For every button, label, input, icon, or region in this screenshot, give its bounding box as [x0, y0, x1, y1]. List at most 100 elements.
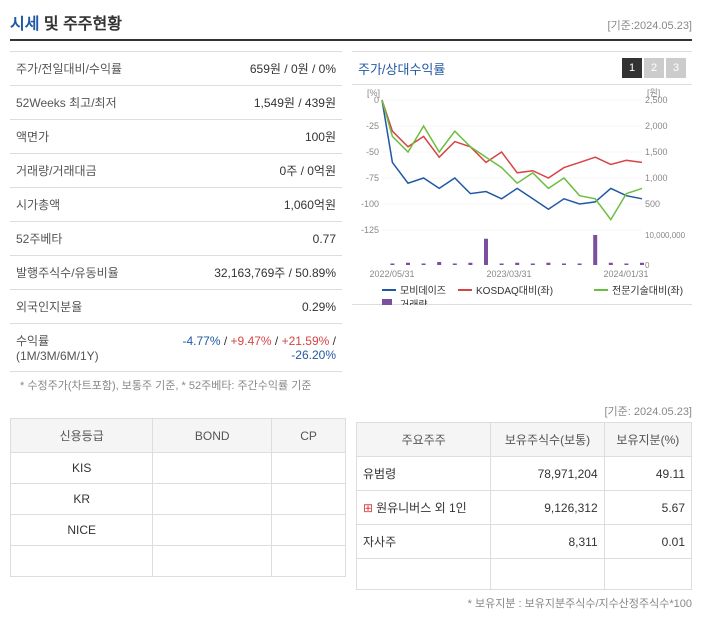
stat-label: 외국인지분율: [10, 290, 139, 324]
svg-text:[%]: [%]: [367, 88, 380, 98]
chart-area: 0-25-50-75-100-1252,5002,0001,5001,00050…: [352, 85, 692, 305]
shareholders-table: 주요주주보유주식수(보통)보유지분(%) 유범령78,971,20449.11⊞…: [356, 422, 692, 590]
credit-header: 신용등급: [11, 419, 153, 453]
credit-header: CP: [272, 419, 346, 453]
stat-value: 0주 / 0억원: [139, 154, 342, 188]
svg-text:KOSDAQ대비(좌): KOSDAQ대비(좌): [476, 285, 553, 297]
svg-text:전문기술대비(좌): 전문기술대비(좌): [612, 285, 683, 297]
credit-panel: 신용등급BONDCP KISKRNICE: [10, 403, 346, 611]
credit-header: BOND: [153, 419, 272, 453]
chart-header: 주가/상대수익률 1 2 3: [352, 51, 692, 85]
shareholder-header: 보유지분(%): [604, 423, 691, 457]
shareholder-shares: 8,311: [491, 525, 604, 559]
svg-text:2024/01/31: 2024/01/31: [603, 269, 648, 279]
chart-tabs: 1 2 3: [622, 58, 686, 78]
svg-text:1,000: 1,000: [645, 173, 668, 183]
stats-row: 액면가100원: [10, 120, 342, 154]
chart-panel: 주가/상대수익률 1 2 3 0-25-50-75-100-1252,5002,…: [352, 51, 692, 393]
stats-row: 52주베타0.77: [10, 222, 342, 256]
stat-label: 52Weeks 최고/최저: [10, 86, 139, 120]
shareholder-pct: 5.67: [604, 491, 691, 525]
shareholder-shares: 78,971,204: [491, 457, 604, 491]
stats-panel: 주가/전일대비/수익률659원 / 0원 / 0%52Weeks 최고/최저1,…: [10, 51, 342, 393]
credit-cell: [272, 515, 346, 546]
credit-cell: KR: [11, 484, 153, 515]
svg-text:500: 500: [645, 199, 660, 209]
expand-icon[interactable]: ⊞: [363, 501, 373, 515]
shareholder-header: 보유주식수(보통): [491, 423, 604, 457]
shareholder-name: 자사주: [357, 525, 491, 559]
stat-label: 액면가: [10, 120, 139, 154]
page-title: 시세 및 주주현황: [10, 10, 122, 34]
stat-label: 거래량/거래대금: [10, 154, 139, 188]
stat-value: 0.77: [139, 222, 342, 256]
stat-value: 0.29%: [139, 290, 342, 324]
credit-row: KIS: [11, 453, 346, 484]
shareholder-row: 유범령78,971,20449.11: [357, 457, 692, 491]
shareholders-date: [기준: 2024.05.23]: [356, 403, 692, 419]
stat-value: 100원: [139, 120, 342, 154]
svg-text:10,000,000: 10,000,000: [645, 231, 686, 240]
svg-text:거래량: 거래량: [400, 299, 428, 305]
credit-table: 신용등급BONDCP KISKRNICE: [10, 418, 346, 577]
credit-cell: [153, 453, 272, 484]
credit-cell: KIS: [11, 453, 153, 484]
stat-label: 52주베타: [10, 222, 139, 256]
stat-label: 시가총액: [10, 188, 139, 222]
shareholder-name: 유범령: [357, 457, 491, 491]
tab-3[interactable]: 3: [666, 58, 686, 78]
stats-row: 주가/전일대비/수익률659원 / 0원 / 0%: [10, 52, 342, 86]
stats-row: 발행주식수/유동비율32,163,769주 / 50.89%: [10, 256, 342, 290]
title-rest: 및 주주현황: [44, 16, 122, 33]
chart-svg: 0-25-50-75-100-1252,5002,0001,5001,00050…: [352, 85, 692, 305]
svg-text:모비데이즈: 모비데이즈: [400, 285, 446, 297]
stat-label: 발행주식수/유동비율: [10, 256, 139, 290]
shareholder-row: ⊞원유니버스 외 1인9,126,3125.67: [357, 491, 692, 525]
stats-row: 외국인지분율0.29%: [10, 290, 342, 324]
credit-cell: [272, 484, 346, 515]
credit-row: [11, 546, 346, 577]
svg-text:-125: -125: [361, 225, 379, 235]
stats-table: 주가/전일대비/수익률659원 / 0원 / 0%52Weeks 최고/최저1,…: [10, 51, 342, 372]
credit-cell: [153, 484, 272, 515]
shareholder-row: [357, 559, 692, 590]
section-header: 시세 및 주주현황 [기준:2024.05.23]: [10, 10, 692, 41]
shareholder-row: 자사주8,3110.01: [357, 525, 692, 559]
svg-text:2022/05/31: 2022/05/31: [369, 269, 414, 279]
chart-title: 주가/상대수익률: [358, 59, 445, 78]
returns-row: 수익률 (1M/3M/6M/1Y) -4.77% / +9.47% / +21.…: [10, 324, 342, 372]
svg-text:[원]: [원]: [647, 88, 660, 98]
credit-row: NICE: [11, 515, 346, 546]
stat-value: 1,060억원: [139, 188, 342, 222]
svg-text:1,500: 1,500: [645, 147, 668, 157]
title-highlight: 시세: [10, 16, 39, 33]
tab-2[interactable]: 2: [644, 58, 664, 78]
stats-note: * 수정주가(차트포함), 보통주 기준, * 52주베타: 주간수익률 기준: [10, 377, 342, 393]
stats-row: 52Weeks 최고/최저1,549원 / 439원: [10, 86, 342, 120]
credit-row: KR: [11, 484, 346, 515]
shareholder-header: 주요주주: [357, 423, 491, 457]
svg-text:-75: -75: [366, 173, 379, 183]
header-date: [기준:2024.05.23]: [608, 17, 692, 33]
svg-text:2,000: 2,000: [645, 121, 668, 131]
svg-text:-25: -25: [366, 121, 379, 131]
credit-cell: [272, 453, 346, 484]
shareholder-pct: 0.01: [604, 525, 691, 559]
stat-value: 1,549원 / 439원: [139, 86, 342, 120]
stats-row: 시가총액1,060억원: [10, 188, 342, 222]
stats-row: 거래량/거래대금0주 / 0억원: [10, 154, 342, 188]
stat-value: 659원 / 0원 / 0%: [139, 52, 342, 86]
stat-label: 주가/전일대비/수익률: [10, 52, 139, 86]
svg-text:2023/03/31: 2023/03/31: [486, 269, 531, 279]
shareholders-panel: [기준: 2024.05.23] 주요주주보유주식수(보통)보유지분(%) 유범…: [356, 403, 692, 611]
tab-1[interactable]: 1: [622, 58, 642, 78]
shareholder-name: ⊞원유니버스 외 1인: [357, 491, 491, 525]
credit-cell: [153, 515, 272, 546]
credit-cell: NICE: [11, 515, 153, 546]
svg-text:-50: -50: [366, 147, 379, 157]
returns-values: -4.77% / +9.47% / +21.59% / -26.20%: [139, 324, 342, 372]
shareholder-shares: 9,126,312: [491, 491, 604, 525]
svg-text:-100: -100: [361, 199, 379, 209]
stat-value: 32,163,769주 / 50.89%: [139, 256, 342, 290]
shareholders-note: * 보유지분 : 보유지분주식수/지수산정주식수*100: [356, 595, 692, 611]
